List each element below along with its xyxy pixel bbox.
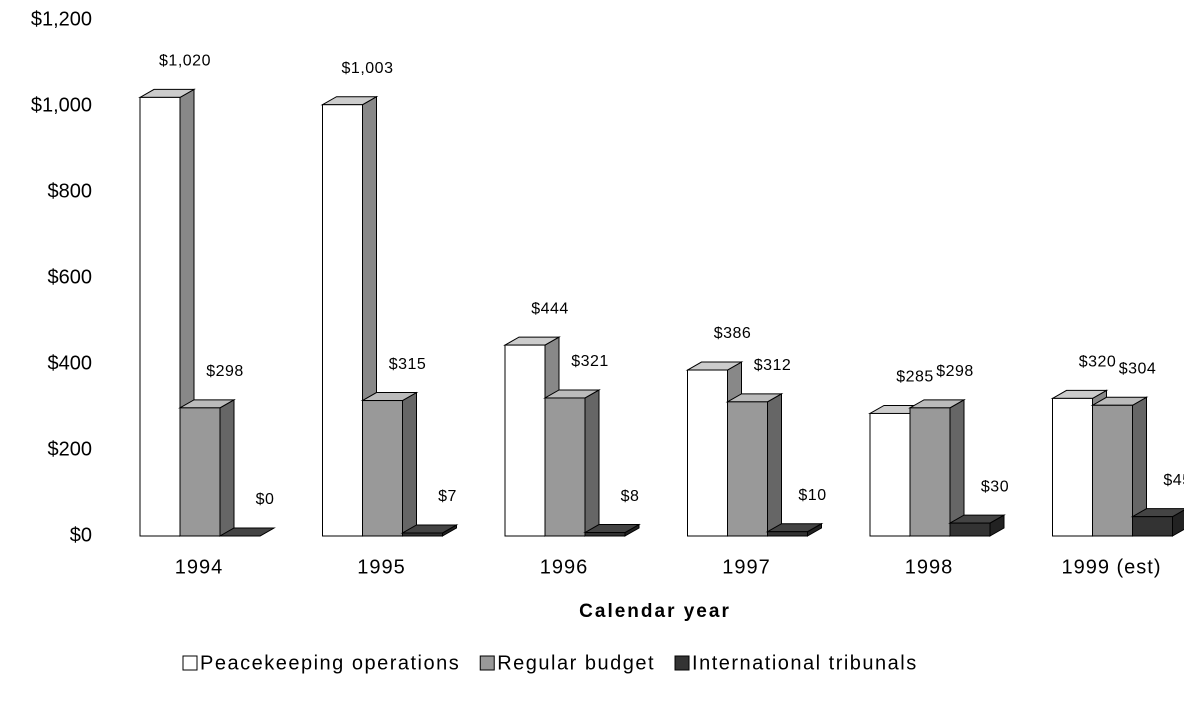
- value-label: $298: [936, 363, 974, 380]
- bar: [949, 522, 991, 537]
- value-label: $10: [798, 487, 826, 504]
- value-label: $7: [438, 488, 457, 505]
- y-tick-label: $800: [48, 180, 93, 202]
- bar: [767, 531, 808, 537]
- legend-label: Peacekeeping operations: [200, 652, 460, 674]
- value-label: $312: [754, 357, 792, 374]
- value-label: $386: [714, 325, 752, 342]
- bar: [1132, 516, 1173, 537]
- value-label: $315: [389, 356, 427, 373]
- bar: [504, 344, 546, 537]
- value-label: $30: [981, 478, 1009, 495]
- bar: [687, 369, 728, 537]
- value-label: $45: [1163, 472, 1184, 489]
- value-label: $1,003: [342, 60, 394, 77]
- value-label: $0: [256, 491, 275, 508]
- y-tick-label: $400: [48, 352, 93, 374]
- y-tick-label: $600: [48, 266, 93, 288]
- x-axis-label: Calendar year: [579, 601, 731, 622]
- y-tick-label: $1,200: [31, 8, 92, 30]
- legend-label: Regular budget: [497, 652, 655, 674]
- legend-swatch: [479, 655, 495, 671]
- bar-top: [218, 527, 276, 537]
- bar-side: [584, 389, 600, 537]
- x-tick-label: 1997: [722, 556, 771, 578]
- bar: [584, 532, 626, 537]
- bar-side: [949, 398, 965, 537]
- value-label: $304: [1119, 360, 1157, 377]
- value-label: $321: [571, 353, 609, 370]
- x-tick-label: 1998: [905, 556, 954, 578]
- x-tick-label: 1994: [175, 556, 224, 578]
- bar-side: [219, 398, 235, 537]
- bar: [139, 96, 181, 537]
- bar: [1052, 397, 1093, 537]
- bar: [362, 400, 403, 537]
- bar: [869, 412, 911, 537]
- value-label: $298: [206, 363, 244, 380]
- value-label: $1,020: [159, 53, 211, 70]
- y-tick-label: $1,000: [31, 94, 92, 116]
- bar: [909, 407, 951, 537]
- value-label: $320: [1079, 354, 1117, 371]
- value-label: $8: [621, 488, 640, 505]
- value-label: $444: [531, 300, 569, 317]
- y-tick-label: $0: [70, 524, 92, 546]
- bar-side: [767, 392, 782, 537]
- x-tick-label: 1995: [357, 556, 406, 578]
- x-tick-label: 1996: [540, 556, 589, 578]
- bar: [727, 401, 768, 537]
- legend-swatch: [182, 655, 198, 671]
- bar: [402, 532, 443, 537]
- bar: [544, 397, 586, 537]
- bar: [179, 407, 221, 537]
- bar: [1092, 404, 1133, 537]
- legend-label: International tribunals: [692, 652, 918, 674]
- bar: [322, 104, 363, 537]
- bar-side: [402, 391, 417, 537]
- legend-swatch: [674, 655, 690, 671]
- value-label: $285: [896, 369, 934, 386]
- x-tick-label: 1999 (est): [1061, 556, 1161, 578]
- y-tick-label: $200: [48, 438, 93, 460]
